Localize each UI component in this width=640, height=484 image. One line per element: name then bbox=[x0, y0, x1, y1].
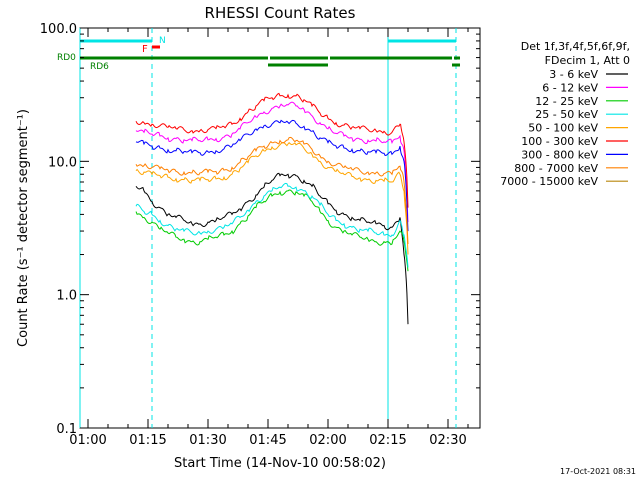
x-tick-label-0: 01:00 bbox=[69, 433, 106, 448]
y-tick-label-3: 100.0 bbox=[40, 22, 77, 37]
series-line-3 bbox=[135, 182, 409, 268]
x-tick-label-3: 01:45 bbox=[249, 433, 286, 448]
legend-entry-5: 100 - 300 keV bbox=[521, 135, 598, 148]
y-tick-label-0: 0.1 bbox=[56, 422, 77, 437]
annotation-rd0: RD0 bbox=[57, 53, 76, 63]
x-tick-label-5: 02:15 bbox=[369, 433, 406, 448]
plot-frame bbox=[79, 27, 481, 429]
series-line-7 bbox=[135, 136, 409, 245]
legend: Det 1f,3f,4f,5f,6f,9f, FDecim 1, Att 0 3… bbox=[500, 40, 630, 188]
legend-entry-8: 7000 - 15000 keV bbox=[500, 175, 598, 188]
x-tick-label-6: 02:30 bbox=[429, 433, 466, 448]
series-line-5 bbox=[135, 92, 409, 208]
legend-header-line-2: FDecim 1, Att 0 bbox=[545, 54, 630, 67]
axes-layer: 01:00 01:15 01:30 01:45 02:00 02:15 02:30 0.1 1.… bbox=[40, 22, 480, 448]
x-axis-label: Start Time (14-Nov-10 00:58:02) bbox=[174, 456, 386, 471]
series-line-4 bbox=[135, 141, 409, 255]
series-line-0 bbox=[135, 172, 409, 325]
legend-entry-0: 3 - 6 keV bbox=[549, 68, 598, 81]
series-layer bbox=[135, 92, 409, 325]
legend-entry-6: 300 - 800 keV bbox=[521, 148, 598, 161]
series-line-1 bbox=[135, 101, 409, 223]
legend-entry-1: 6 - 12 keV bbox=[542, 81, 598, 94]
x-tick-label-2: 01:30 bbox=[189, 433, 226, 448]
annotation-n: N bbox=[159, 36, 166, 46]
legend-entry-2: 12 - 25 keV bbox=[535, 95, 598, 108]
legend-entry-7: 800 - 7000 keV bbox=[514, 162, 598, 175]
y-tick-label-2: 10.0 bbox=[48, 155, 77, 170]
y-tick-label-1: 1.0 bbox=[56, 289, 77, 304]
flags-layer bbox=[80, 39, 460, 67]
series-line-2 bbox=[135, 189, 409, 272]
chart-title: RHESSI Count Rates bbox=[205, 4, 356, 22]
markers-layer bbox=[79, 28, 457, 428]
y-axis-label: Count Rate (s⁻¹ detector segment⁻¹) bbox=[16, 109, 31, 347]
legend-entry-4: 50 - 100 keV bbox=[528, 122, 598, 135]
annotation-rd6: RD6 bbox=[90, 62, 109, 72]
annotations-layer: RD0 RD6 N F bbox=[57, 36, 166, 72]
series-line-6 bbox=[135, 119, 409, 232]
x-tick-label-1: 01:15 bbox=[129, 433, 166, 448]
annotation-f: F bbox=[142, 44, 148, 55]
legend-header-line-1: Det 1f,3f,4f,5f,6f,9f, bbox=[521, 40, 630, 53]
legend-entry-3: 25 - 50 keV bbox=[535, 108, 598, 121]
timestamp: 17-Oct-2021 08:31 bbox=[560, 467, 636, 476]
x-tick-label-4: 02:00 bbox=[309, 433, 346, 448]
